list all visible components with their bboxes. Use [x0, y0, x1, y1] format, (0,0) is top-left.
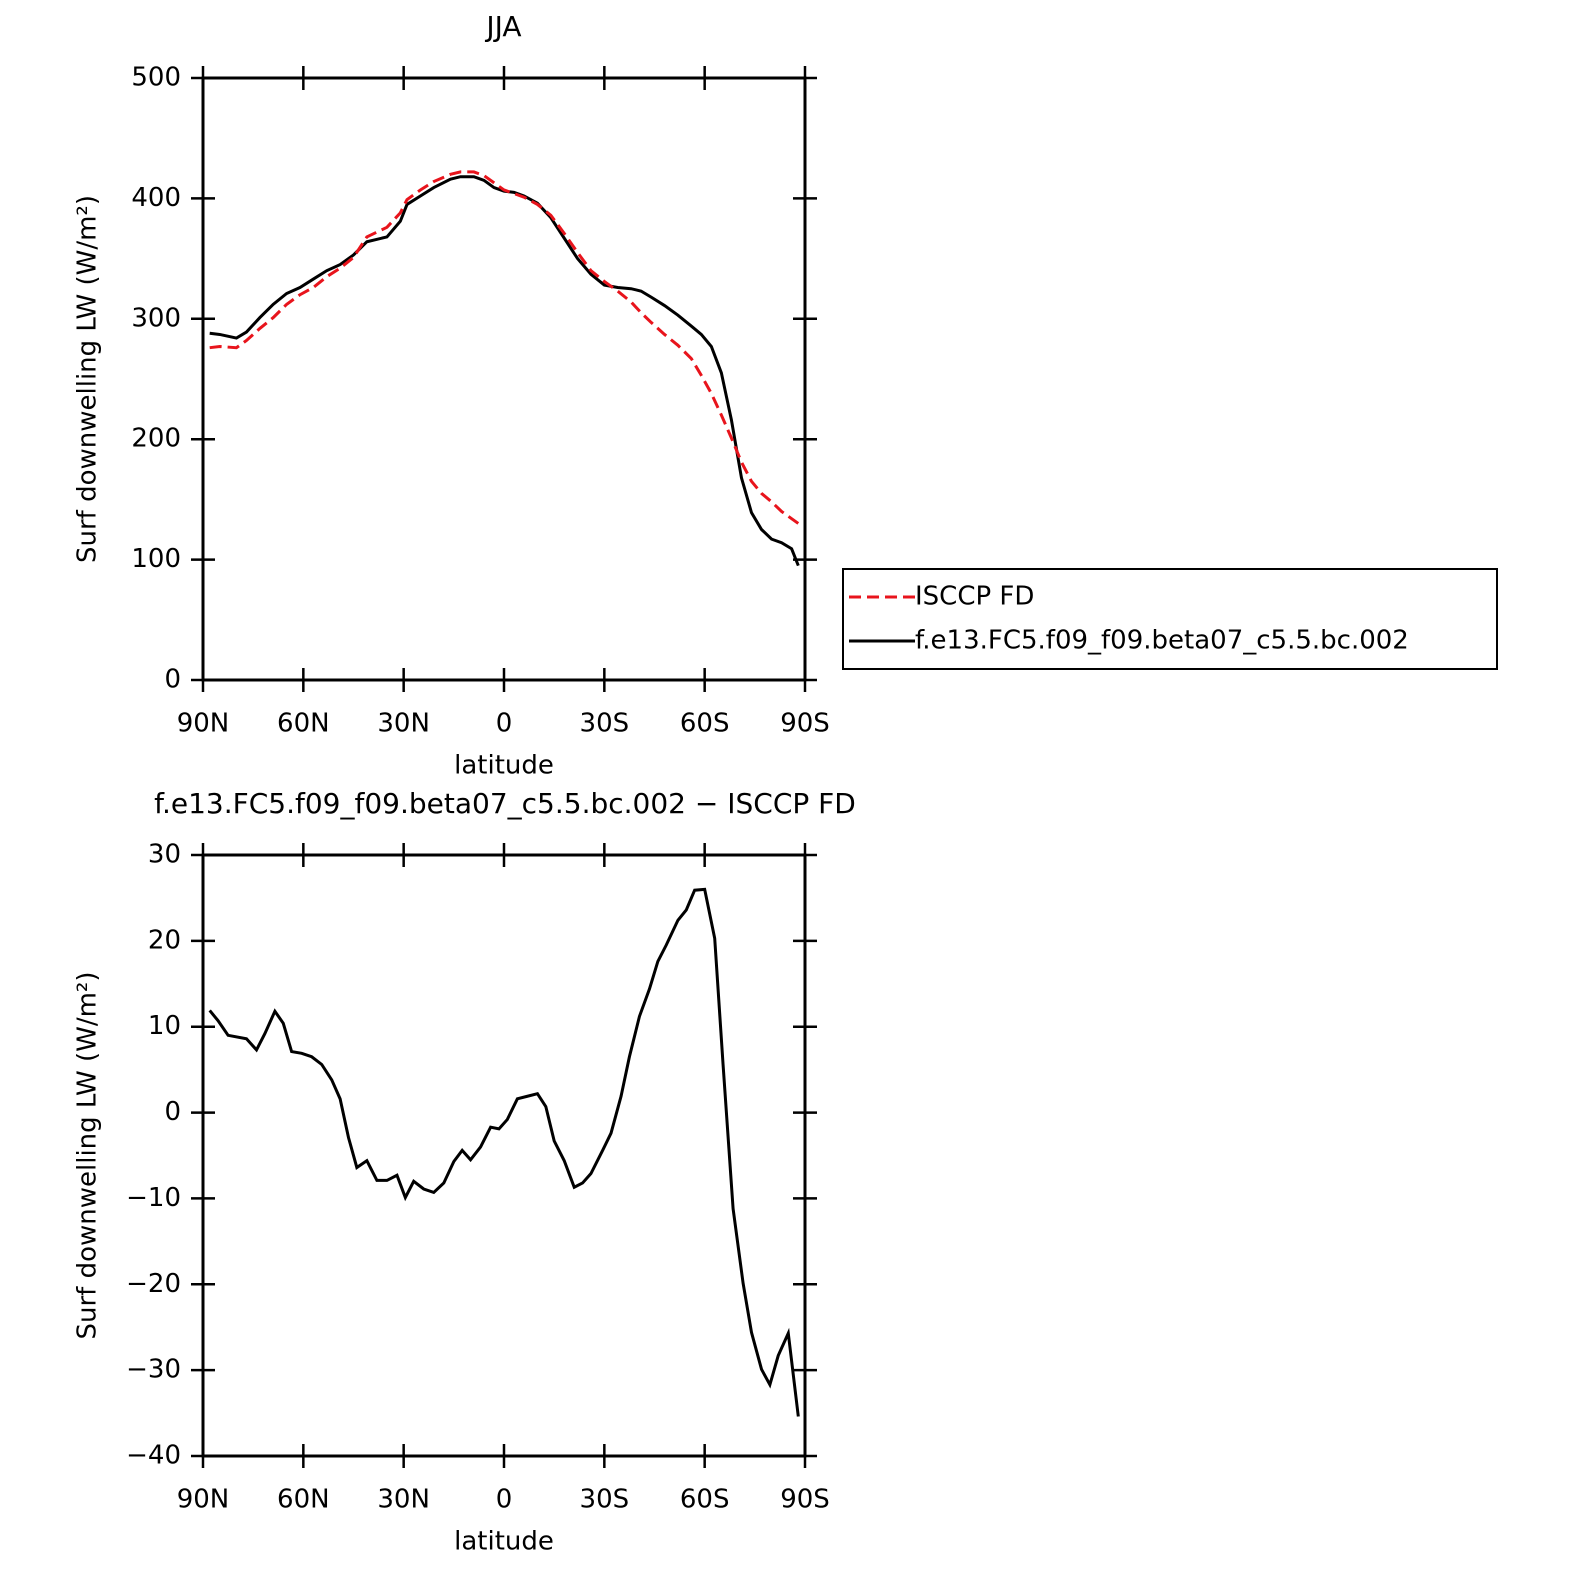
data-line: [209, 170, 800, 525]
x-axis-label: latitude: [454, 1527, 554, 1557]
x-tick-label: 60S: [680, 1485, 730, 1515]
y-axis-label: Surf downwelling LW (W/m²): [73, 972, 103, 1340]
y-tick-label: 200: [131, 424, 181, 454]
plot-frame: [201, 76, 807, 682]
x-tick-label: 0: [496, 1485, 513, 1515]
y-tick-label: −10: [126, 1183, 181, 1213]
x-tick-label: 60N: [277, 1485, 330, 1515]
legend-label: f.e13.FC5.f09_f09.beta07_c5.5.bc.002: [915, 626, 1409, 656]
x-tick-label: 30S: [580, 709, 630, 739]
chart-title: JJA: [484, 10, 521, 43]
y-tick-label: 20: [148, 925, 181, 955]
x-tick-label: 90S: [780, 709, 830, 739]
x-tick-label: 30N: [377, 1485, 430, 1515]
x-tick-label: 90S: [780, 1485, 830, 1515]
x-tick-label: 30N: [377, 709, 430, 739]
y-tick-label: 0: [164, 665, 181, 695]
y-tick-label: 0: [164, 1097, 181, 1127]
y-tick-label: 300: [131, 303, 181, 333]
y-tick-label: −20: [126, 1269, 181, 1299]
y-tick-label: 100: [131, 544, 181, 574]
y-tick-label: 30: [148, 840, 181, 870]
y-tick-label: −40: [126, 1441, 181, 1471]
legend-box: [842, 568, 1498, 670]
legend-label: ISCCP FD: [915, 582, 1034, 612]
y-axis-label: Surf downwelling LW (W/m²): [73, 195, 103, 563]
x-tick-label: 90N: [177, 1485, 230, 1515]
x-tick-label: 30S: [580, 1485, 630, 1515]
x-tick-label: 90N: [177, 709, 230, 739]
x-tick-label: 60S: [680, 709, 730, 739]
x-tick-label: 60N: [277, 709, 330, 739]
plot-frame: [201, 853, 807, 1458]
y-tick-label: 10: [148, 1011, 181, 1041]
y-tick-label: 400: [131, 183, 181, 213]
data-line: [208, 887, 800, 1417]
x-tick-label: 0: [496, 709, 513, 739]
y-tick-label: −30: [126, 1355, 181, 1385]
chart-title: f.e13.FC5.f09_f09.beta07_c5.5.bc.002 − I…: [154, 787, 856, 820]
data-line: [209, 175, 800, 567]
x-axis-label: latitude: [454, 751, 554, 781]
y-tick-label: 500: [131, 63, 181, 93]
